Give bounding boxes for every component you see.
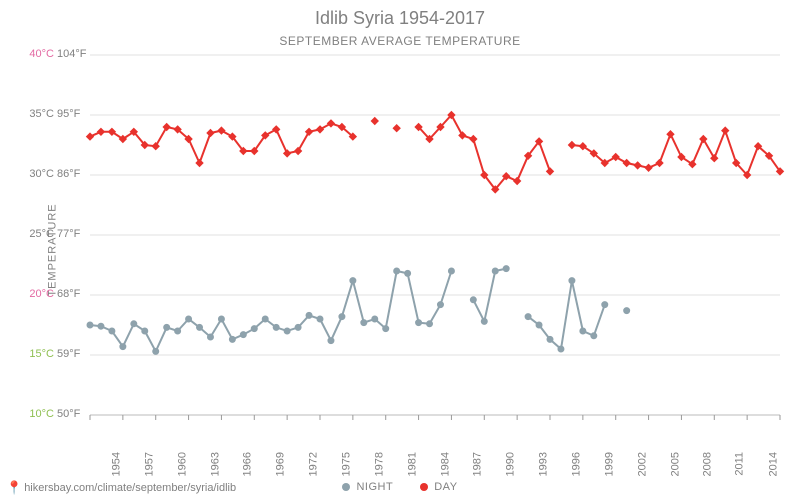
y-tick-c: 10°C: [20, 408, 54, 420]
y-tick-c: 40°C: [20, 48, 54, 60]
x-tick: 2008: [702, 452, 714, 476]
x-tick: 1954: [110, 452, 122, 476]
x-ticks: 1954 1957 1960 1963 1966 1969 1972 1975 1978 1981…: [90, 418, 780, 478]
chart-title: Idlib Syria 1954-2017: [0, 8, 800, 29]
x-tick: 2005: [669, 452, 681, 476]
x-tick: 1963: [209, 452, 221, 476]
plot-area: [90, 55, 780, 415]
source-attribution: 📍 hikersbay.com/climate/september/syria/…: [6, 480, 236, 496]
chart-container: Idlib Syria 1954-2017 SEPTEMBER AVERAGE …: [0, 0, 800, 500]
x-tick: 1981: [406, 452, 418, 476]
x-tick: 1999: [603, 452, 615, 476]
y-tick-f: 86°F: [57, 168, 80, 180]
chart-subtitle: SEPTEMBER AVERAGE TEMPERATURE: [0, 34, 800, 48]
x-tick: 1972: [308, 452, 320, 476]
legend-label-day: DAY: [434, 481, 457, 493]
y-axis-label: TEMPERATURE: [47, 203, 59, 296]
x-tick: 2002: [636, 452, 648, 476]
y-tick-f: 59°F: [57, 348, 80, 360]
x-tick: 2014: [768, 452, 780, 476]
x-tick: 2011: [734, 452, 746, 476]
legend-item-night: NIGHT: [342, 481, 393, 493]
x-tick: 1957: [143, 452, 155, 476]
legend-label-night: NIGHT: [356, 481, 393, 493]
pin-icon: 📍: [6, 480, 22, 496]
y-tick-c: 30°C: [20, 168, 54, 180]
y-tick-c: 15°C: [20, 348, 54, 360]
y-tick-f: 104°F: [57, 48, 86, 60]
x-tick: 1990: [505, 452, 517, 476]
y-tick-f: 68°F: [57, 288, 80, 300]
y-tick-c: 35°C: [20, 108, 54, 120]
y-tick-f: 77°F: [57, 228, 80, 240]
source-url: hikersbay.com/climate/september/syria/id…: [24, 482, 236, 494]
x-tick: 1966: [242, 452, 254, 476]
x-tick: 1960: [176, 452, 188, 476]
x-tick: 1984: [439, 452, 451, 476]
y-tick-f: 95°F: [57, 108, 80, 120]
x-tick: 1969: [275, 452, 287, 476]
legend-marker-night: [342, 483, 350, 491]
x-tick: 1987: [472, 452, 484, 476]
x-tick: 1993: [538, 452, 550, 476]
y-tick-f: 50°F: [57, 408, 80, 420]
legend-marker-day: [420, 483, 428, 491]
x-tick: 1978: [373, 452, 385, 476]
y-tick-c: 25°C: [20, 228, 54, 240]
y-tick-c: 20°C: [20, 288, 54, 300]
legend-item-day: DAY: [420, 481, 457, 493]
chart-svg: [90, 55, 780, 415]
x-tick: 1975: [340, 452, 352, 476]
x-tick: 1996: [570, 452, 582, 476]
